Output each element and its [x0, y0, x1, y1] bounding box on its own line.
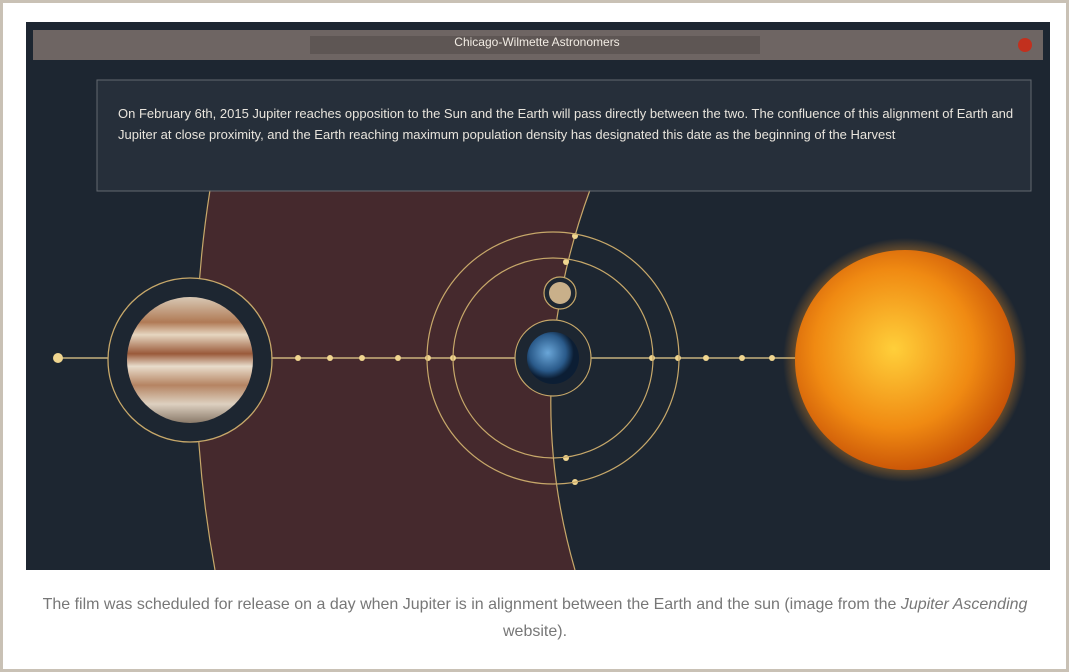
- window-title: Chicago-Wilmette Astronomers: [454, 35, 619, 49]
- window-message: On February 6th, 2015 Jupiter reaches op…: [118, 103, 1018, 145]
- page: Chicago-Wilmette Astronomers On February…: [0, 0, 1069, 672]
- caption-text: The film was scheduled for release on a …: [43, 596, 901, 613]
- caption-text: website).: [503, 623, 567, 640]
- caption: The film was scheduled for release on a …: [40, 591, 1030, 645]
- illustration: Chicago-Wilmette Astronomers: [0, 0, 1069, 672]
- caption-film-title: Jupiter Ascending: [901, 596, 1028, 613]
